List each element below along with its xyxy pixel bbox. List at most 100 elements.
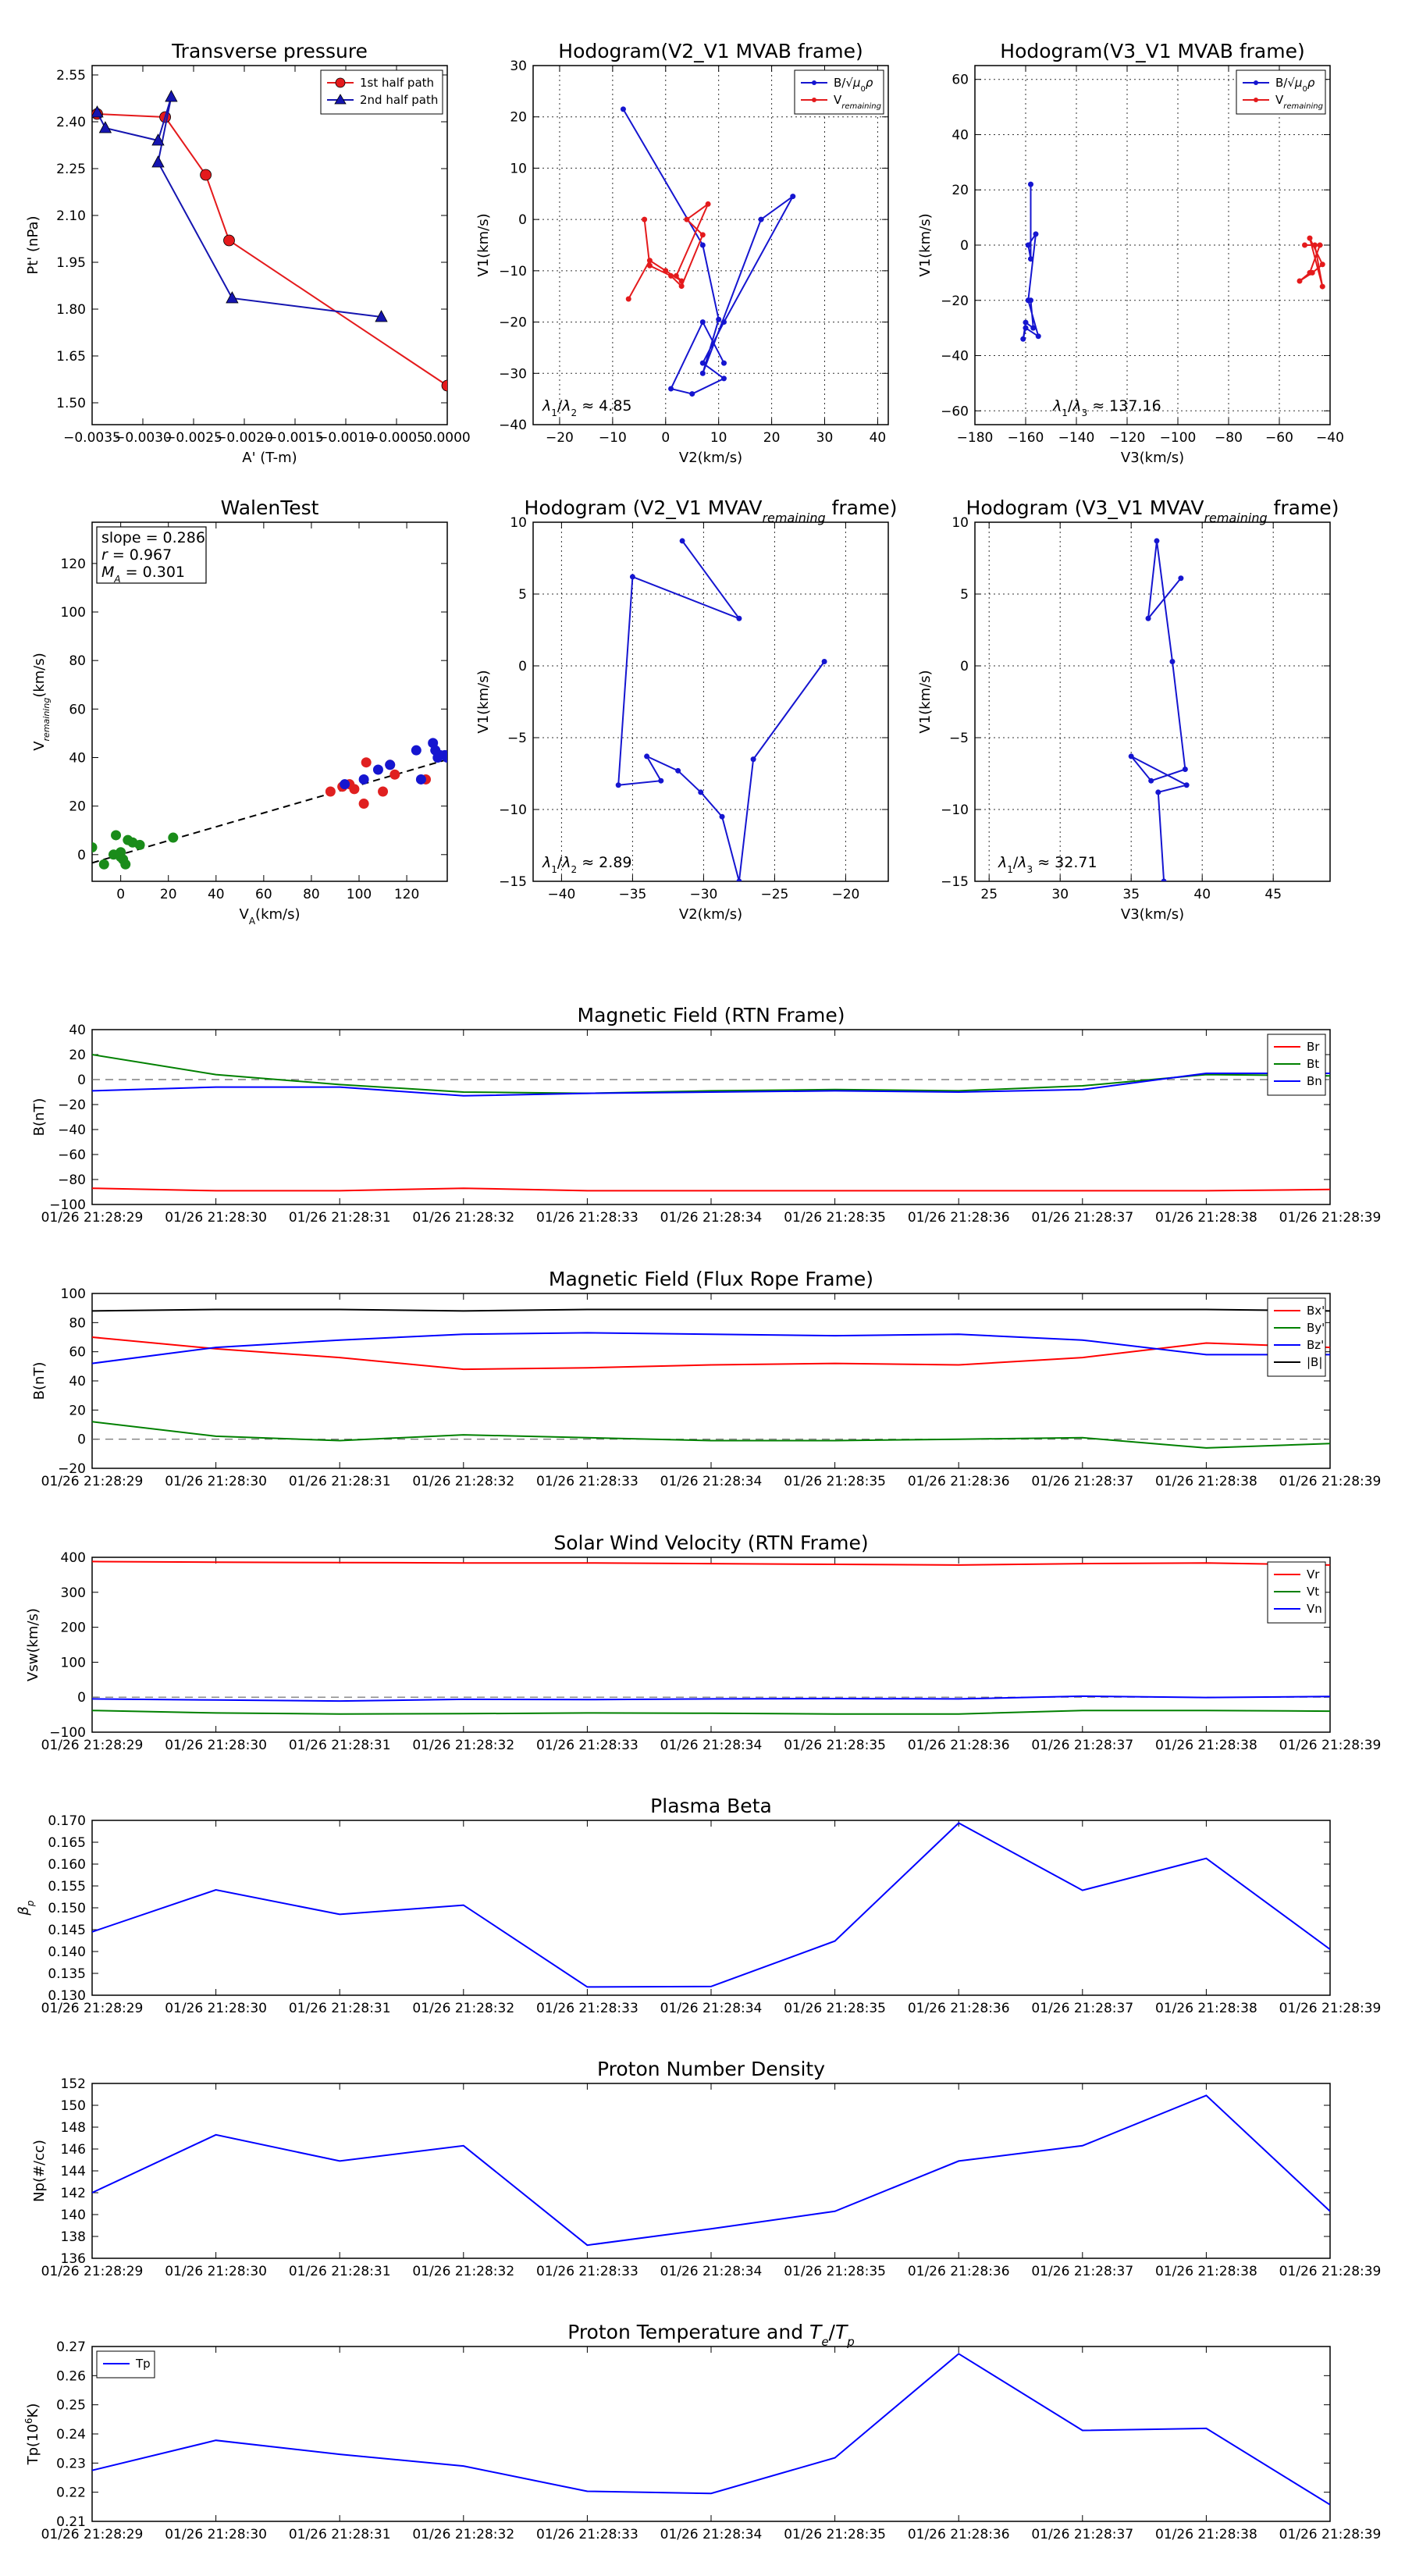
tp-ytick-label: 2.55 bbox=[56, 68, 86, 84]
beta-xtick-label: 01/26 21:28:39 bbox=[1279, 2001, 1382, 2016]
h2-eigen-ratio: λ1/λ3 ≈ 137.16 bbox=[1052, 397, 1161, 418]
beta-ytick-label: 0.155 bbox=[48, 1879, 86, 1895]
h1-point bbox=[699, 360, 706, 366]
h2-point bbox=[1307, 235, 1313, 241]
h3-point bbox=[675, 767, 681, 774]
h2-chart: −180 −160 −140 −120 −100 −80 −60 −40 −60 −40 −20 0 2… bbox=[917, 40, 1344, 466]
h4-chart: 25 30 35 40 45 −15 −10 −5 0 5 10 V1(km/s) V3(km/s) Ho… bbox=[917, 496, 1339, 923]
h1-point bbox=[716, 316, 722, 322]
bfield-legend-label: Br bbox=[1307, 1040, 1320, 1054]
h1-ylabel: V1(km/s) bbox=[475, 213, 492, 276]
beta-ytick-label: 0.140 bbox=[48, 1944, 86, 1960]
np-xtick-label: 01/26 21:28:37 bbox=[1031, 2264, 1133, 2279]
h1-point bbox=[699, 232, 706, 238]
tp-title: Transverse pressure bbox=[171, 40, 368, 62]
walen-ytick-label: 20 bbox=[69, 799, 86, 815]
bfield-xtick-label: 01/26 21:28:32 bbox=[412, 1210, 514, 1226]
h1-series-line-1 bbox=[628, 201, 710, 300]
walen-chart: 0 20 40 60 80 100 120 0 20 40 60 80 100 120 WalenTest V… bbox=[31, 496, 448, 927]
h2-legend-box bbox=[1236, 69, 1326, 115]
h1-point bbox=[699, 370, 706, 376]
bfr-legend-label: |B| bbox=[1307, 1355, 1322, 1369]
h1-ytick-label: −40 bbox=[499, 418, 527, 433]
tpp-ytick-label: 0.24 bbox=[56, 2427, 86, 2443]
beta-ytick-label: 0.160 bbox=[48, 1857, 86, 1873]
bfr-series-line-3 bbox=[92, 1308, 1330, 1312]
h1-point bbox=[758, 216, 764, 222]
h3-xlabel: V2(km/s) bbox=[679, 906, 742, 923]
h2-point bbox=[1025, 242, 1031, 248]
walen-xtick-label: 120 bbox=[394, 887, 419, 902]
bfield-xtick-label: 01/26 21:28:38 bbox=[1155, 1210, 1257, 1226]
bfr-xtick-label: 01/26 21:28:31 bbox=[289, 1474, 391, 1489]
bfield-title: Magnetic Field (RTN Frame) bbox=[578, 1004, 845, 1026]
bfr-xtick-label: 01/26 21:28:36 bbox=[908, 1474, 1010, 1489]
tp-ytick-label: 1.65 bbox=[56, 349, 86, 365]
walen-xlabel: VA(km/s) bbox=[240, 906, 301, 927]
h1-xtick-label: −10 bbox=[599, 430, 627, 446]
beta-series-line-0 bbox=[92, 1822, 1330, 1988]
vsw-legend-label: Vt bbox=[1307, 1585, 1319, 1599]
tpp-xtick-label: 01/26 21:28:38 bbox=[1155, 2527, 1257, 2542]
h1-eigen-ratio: λ1/λ2 ≈ 4.85 bbox=[542, 397, 632, 418]
h2-point bbox=[1317, 242, 1323, 248]
tp-ytick-label: 1.95 bbox=[56, 255, 86, 271]
tp-legend-marker-0 bbox=[335, 77, 346, 88]
tp-point bbox=[200, 169, 212, 181]
bfr-ytick-label: 20 bbox=[69, 1403, 86, 1418]
tp-xtick-label: −0.0025 bbox=[165, 430, 222, 446]
h2-xtick-label: −60 bbox=[1265, 430, 1293, 446]
h3-ytick-label: −15 bbox=[499, 874, 527, 890]
beta-xtick-label: 01/26 21:28:38 bbox=[1155, 2001, 1257, 2016]
np-xtick-label: 01/26 21:28:35 bbox=[784, 2264, 886, 2279]
beta-frame bbox=[91, 1820, 1331, 1996]
tp-point bbox=[151, 133, 165, 146]
tp-frame bbox=[91, 65, 448, 425]
walen-ytick-label: 40 bbox=[69, 750, 86, 766]
tpp-xtick-label: 01/26 21:28:37 bbox=[1031, 2527, 1133, 2542]
bfr-ylabel: B(nT) bbox=[31, 1362, 48, 1400]
tpp-frame bbox=[91, 2346, 1331, 2522]
h2-title: Hodogram(V3_V1 MVAB frame) bbox=[1000, 40, 1304, 62]
h1-point bbox=[625, 296, 631, 302]
beta-xtick-label: 01/26 21:28:32 bbox=[412, 2001, 514, 2016]
vsw-ytick-label: 400 bbox=[61, 1550, 86, 1566]
bfield-xtick-label: 01/26 21:28:36 bbox=[908, 1210, 1010, 1226]
walen-xtick-label: 60 bbox=[255, 887, 272, 902]
np-xtick-label: 01/26 21:28:30 bbox=[165, 2264, 267, 2279]
vsw-ytick-label: 100 bbox=[61, 1655, 86, 1670]
tpp-xtick-label: 01/26 21:28:36 bbox=[908, 2527, 1010, 2542]
h4-point bbox=[1161, 878, 1167, 881]
h2-xtick-label: −160 bbox=[1008, 430, 1044, 446]
bfield-ytick-label: −40 bbox=[58, 1123, 86, 1138]
bfr-chart: 01/26 21:28:29 01/26 21:28:30 01/26 21:28:… bbox=[31, 1268, 1381, 1489]
walen-point bbox=[372, 764, 383, 775]
beta-ytick-label: 0.170 bbox=[48, 1813, 86, 1829]
tp-xtick-label: 0.0000 bbox=[424, 430, 470, 446]
beta-title: Plasma Beta bbox=[650, 1795, 772, 1817]
h4-title: Hodogram (V3_V1 MVAVremaining frame) bbox=[966, 496, 1339, 525]
h2-xtick-label: −40 bbox=[1316, 430, 1344, 446]
h1-xtick-label: 20 bbox=[763, 430, 781, 446]
h1-point bbox=[699, 242, 706, 248]
tp-ytick-label: 2.10 bbox=[56, 208, 86, 224]
walen-point bbox=[415, 774, 426, 785]
np-ytick-label: 146 bbox=[61, 2142, 86, 2158]
vsw-xtick-label: 01/26 21:28:30 bbox=[165, 1738, 267, 1753]
h2-point bbox=[1033, 231, 1039, 237]
h1-point bbox=[620, 106, 626, 112]
h2-legend-marker-0 bbox=[1254, 80, 1258, 85]
tpp-ytick-label: 0.23 bbox=[56, 2456, 86, 2471]
h1-point bbox=[668, 386, 674, 392]
h2-point bbox=[1028, 297, 1033, 304]
vsw-series-line-1 bbox=[92, 1710, 1330, 1715]
h4-point bbox=[1182, 766, 1188, 772]
bfr-ytick-label: 60 bbox=[69, 1345, 86, 1361]
bfr-xtick-label: 01/26 21:28:30 bbox=[165, 1474, 267, 1489]
h4-point bbox=[1155, 789, 1161, 795]
h2-legend-label: B/√μ0ρ bbox=[1275, 76, 1315, 94]
np-frame bbox=[91, 2083, 1331, 2259]
walen-frame bbox=[91, 521, 448, 882]
vsw-xtick-label: 01/26 21:28:33 bbox=[536, 1738, 638, 1753]
h1-ytick-label: 0 bbox=[518, 212, 527, 228]
